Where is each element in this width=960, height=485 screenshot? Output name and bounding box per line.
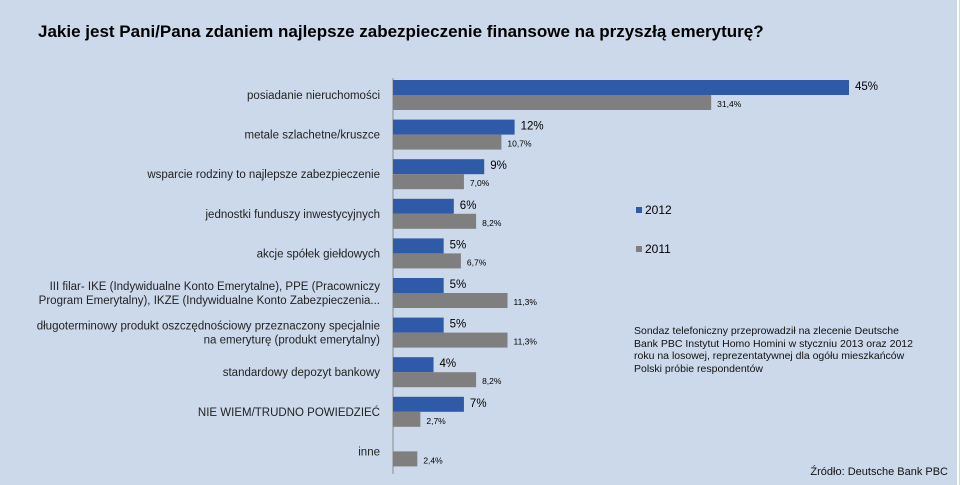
data-label-2011: 31,4%: [717, 99, 742, 109]
category-label: na emeryturę (produkt emerytalny): [204, 335, 381, 347]
category-label: posiadanie nieruchomości: [247, 90, 380, 102]
data-label-2011: 10,7%: [507, 139, 532, 149]
category-label: III filar- IKE (Indywidualne Konto Emery…: [50, 281, 381, 293]
data-label-2012: 5%: [450, 279, 467, 291]
data-label-2011: 8,2%: [482, 218, 502, 228]
category-label: wsparcie rodziny to najlepsze zabezpiecz…: [146, 169, 380, 181]
bar-2011: [393, 372, 477, 388]
legend-swatch-2011: [636, 246, 642, 252]
legend-label-2012: 2012: [645, 203, 672, 217]
legend-swatch-2012: [636, 207, 642, 213]
legend-item-2012: 2012: [636, 203, 672, 217]
bar-2012: [393, 198, 454, 214]
data-label-2011: 2,4%: [423, 455, 443, 465]
category-label: długoterminowy produkt oszczędnościowy p…: [37, 321, 380, 333]
survey-note: Sondaz telefoniczny przeprowadził na zle…: [634, 325, 913, 375]
data-label-2011: 2,7%: [426, 416, 446, 426]
legend-item-2011: 2011: [636, 242, 671, 256]
bar-2011: [393, 134, 502, 150]
bar-2011: [393, 332, 508, 348]
category-label: Program Emerytalny), IKZE (Indywidualne …: [39, 295, 380, 307]
chart-title: Jakie jest Pani/Pana zdaniem najlepsze z…: [38, 22, 764, 41]
data-label-2012: 5%: [450, 319, 467, 331]
data-label-2011: 11,3%: [514, 297, 538, 307]
bar-2011: [393, 213, 477, 229]
data-label-2012: 45%: [855, 81, 878, 93]
category-label: metale szlachetne/kruszce: [244, 130, 380, 142]
data-label-2011: 11,3%: [514, 337, 538, 347]
source-text: Źródło: Deutsche Bank PBC: [810, 466, 948, 478]
data-label-2012: 6%: [460, 200, 477, 212]
category-label: inne: [358, 446, 380, 458]
bar-2012: [393, 238, 444, 254]
data-label-2012: 5%: [450, 239, 467, 251]
category-label: akcje spółek giełdowych: [257, 248, 380, 260]
data-label-2012: 4%: [440, 358, 457, 370]
bar-2012: [393, 396, 464, 412]
bar-2011: [393, 253, 461, 269]
bar-2012: [393, 159, 485, 175]
right-border: [957, 0, 959, 485]
category-label: standardowy depozyt bankowy: [223, 367, 381, 379]
bar-2011: [393, 451, 418, 467]
bar-2012: [393, 119, 515, 135]
bar-2012: [393, 278, 444, 293]
bar-2011: [393, 174, 464, 190]
bar-2012: [393, 357, 434, 373]
data-label-2012: 9%: [490, 160, 507, 172]
data-label-2012: 12%: [521, 121, 544, 133]
data-label-2011: 6,7%: [467, 257, 487, 267]
legend-label-2011: 2011: [645, 242, 671, 256]
bar-2012: [393, 80, 849, 95]
data-label-2012: 7%: [470, 398, 487, 410]
data-label-2011: 7,0%: [470, 178, 490, 188]
bar-2011: [393, 95, 712, 110]
category-label: jednostki funduszy inwestycyjnych: [205, 209, 381, 221]
category-label: NIE WIEM/TRUDNO POWIEDZIEĆ: [198, 406, 380, 419]
bar-2011: [393, 411, 421, 427]
bar-2011: [393, 293, 508, 308]
data-label-2011: 8,2%: [482, 376, 502, 386]
bar-2012: [393, 317, 444, 333]
